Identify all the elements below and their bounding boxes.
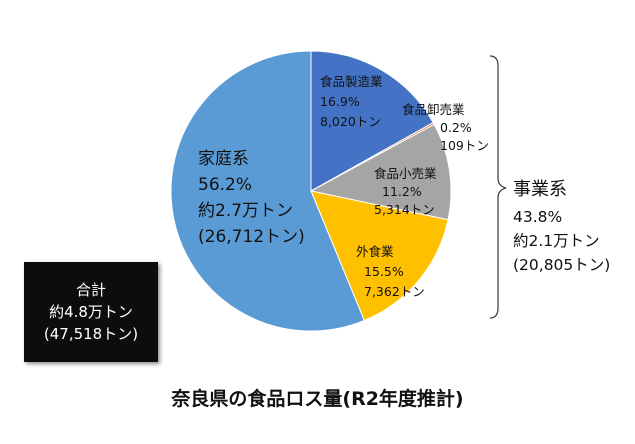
data-label-household-percent: 56.2% bbox=[198, 175, 252, 195]
pie-slice-household bbox=[170, 50, 365, 332]
data-label-wholesale-name: 食品卸売業 bbox=[402, 102, 465, 117]
total-label: 合計 bbox=[75, 281, 106, 299]
business-group-percent: 43.8% bbox=[513, 208, 563, 226]
data-label-wholesale-amount: 109トン bbox=[440, 138, 489, 153]
pie-slice-restaurant bbox=[310, 190, 449, 322]
total-summary-box: 合計 約4.8万トン (47,518トン) bbox=[24, 262, 158, 362]
business-group-label: 事業系 43.8% 約2.1万トン (20,805トン) bbox=[513, 175, 610, 277]
data-label-manufacturing-percent: 16.9% bbox=[320, 94, 360, 109]
data-label-household-approx: 約2.7万トン bbox=[198, 201, 293, 221]
data-label-retail-amount: 5,314トン bbox=[374, 202, 435, 217]
data-label-restaurant-percent: 15.5% bbox=[364, 264, 404, 279]
data-label-manufacturing-name: 食品製造業 bbox=[320, 74, 383, 89]
data-label-household-amount: (26,712トン) bbox=[198, 227, 305, 247]
data-label-retail-percent: 11.2% bbox=[382, 184, 422, 199]
total-approx: 約4.8万トン bbox=[49, 303, 133, 321]
business-group-name: 事業系 bbox=[513, 179, 567, 200]
total-amount: (47,518トン) bbox=[43, 325, 139, 343]
business-group-brace bbox=[489, 55, 507, 319]
data-label-retail-name: 食品小売業 bbox=[374, 166, 437, 181]
data-label-restaurant-name: 外食業 bbox=[356, 244, 394, 259]
pie-slice-manufacturing bbox=[310, 50, 434, 192]
business-group-amount: (20,805トン) bbox=[513, 256, 611, 274]
pie-slice-retail bbox=[309, 123, 452, 221]
chart-title: 奈良県の食品ロス量(R2年度推計) bbox=[171, 388, 464, 410]
data-label-manufacturing-amount: 8,020トン bbox=[320, 114, 381, 129]
business-group-approx: 約2.1万トン bbox=[513, 232, 600, 250]
data-label-restaurant-amount: 7,362トン bbox=[364, 284, 425, 299]
data-label-wholesale-percent: 0.2% bbox=[440, 120, 472, 135]
data-label-household-name: 家庭系 bbox=[198, 149, 249, 169]
